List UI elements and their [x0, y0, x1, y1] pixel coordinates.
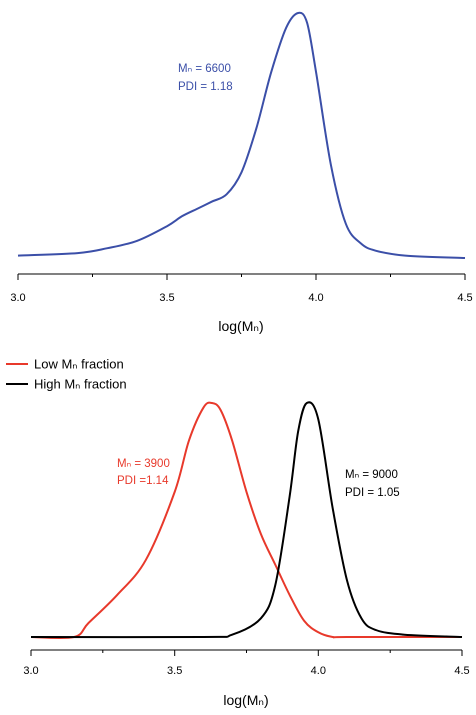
top-pdi-annotation: PDI = 1.18 — [178, 81, 233, 93]
legend-label-high-fraction: High Mₙ fraction — [34, 377, 127, 392]
bottom-x-tick-label: 3.5 — [167, 665, 182, 677]
low-mn-annotation: Mₙ = 3900 — [117, 458, 170, 470]
low-pdi-annotation: PDI =1.14 — [117, 475, 169, 487]
bottom-x-tick-label: 4.0 — [311, 665, 326, 677]
bottom-series-line-high — [30, 401, 463, 639]
top-x-axis-title: log(Mₙ) — [218, 318, 263, 334]
legend-label-low-fraction: Low Mₙ fraction — [34, 357, 124, 372]
top-series-line — [17, 11, 466, 259]
bottom-x-tick-label: 3.0 — [23, 665, 38, 677]
high-mn-annotation: Mₙ = 9000 — [345, 469, 398, 481]
top-panel: 3.0 3.5 4.0 4.5 log(Mₙ) Mₙ = 6600 PDI = … — [10, 11, 473, 334]
top-x-tick-label: 3.0 — [10, 292, 25, 304]
top-x-tick-label: 3.5 — [159, 292, 174, 304]
bottom-x-axis-title: log(Mₙ) — [223, 692, 268, 708]
bottom-panel: 3.0 3.5 4.0 4.5 log(Mₙ) Mₙ = 3900 PDI =1… — [23, 401, 470, 708]
top-x-tick-label: 4.5 — [457, 292, 472, 304]
high-pdi-annotation: PDI = 1.05 — [345, 487, 400, 499]
bottom-x-ticks — [30, 650, 463, 656]
legend: Low Mₙ fraction High Mₙ fraction — [6, 357, 127, 392]
top-x-ticks — [17, 274, 466, 280]
top-mn-annotation: Mₙ = 6600 — [178, 63, 231, 75]
bottom-x-tick-label: 4.5 — [454, 665, 469, 677]
bottom-series-line-low — [30, 401, 462, 640]
top-x-tick-label: 4.0 — [308, 292, 323, 304]
